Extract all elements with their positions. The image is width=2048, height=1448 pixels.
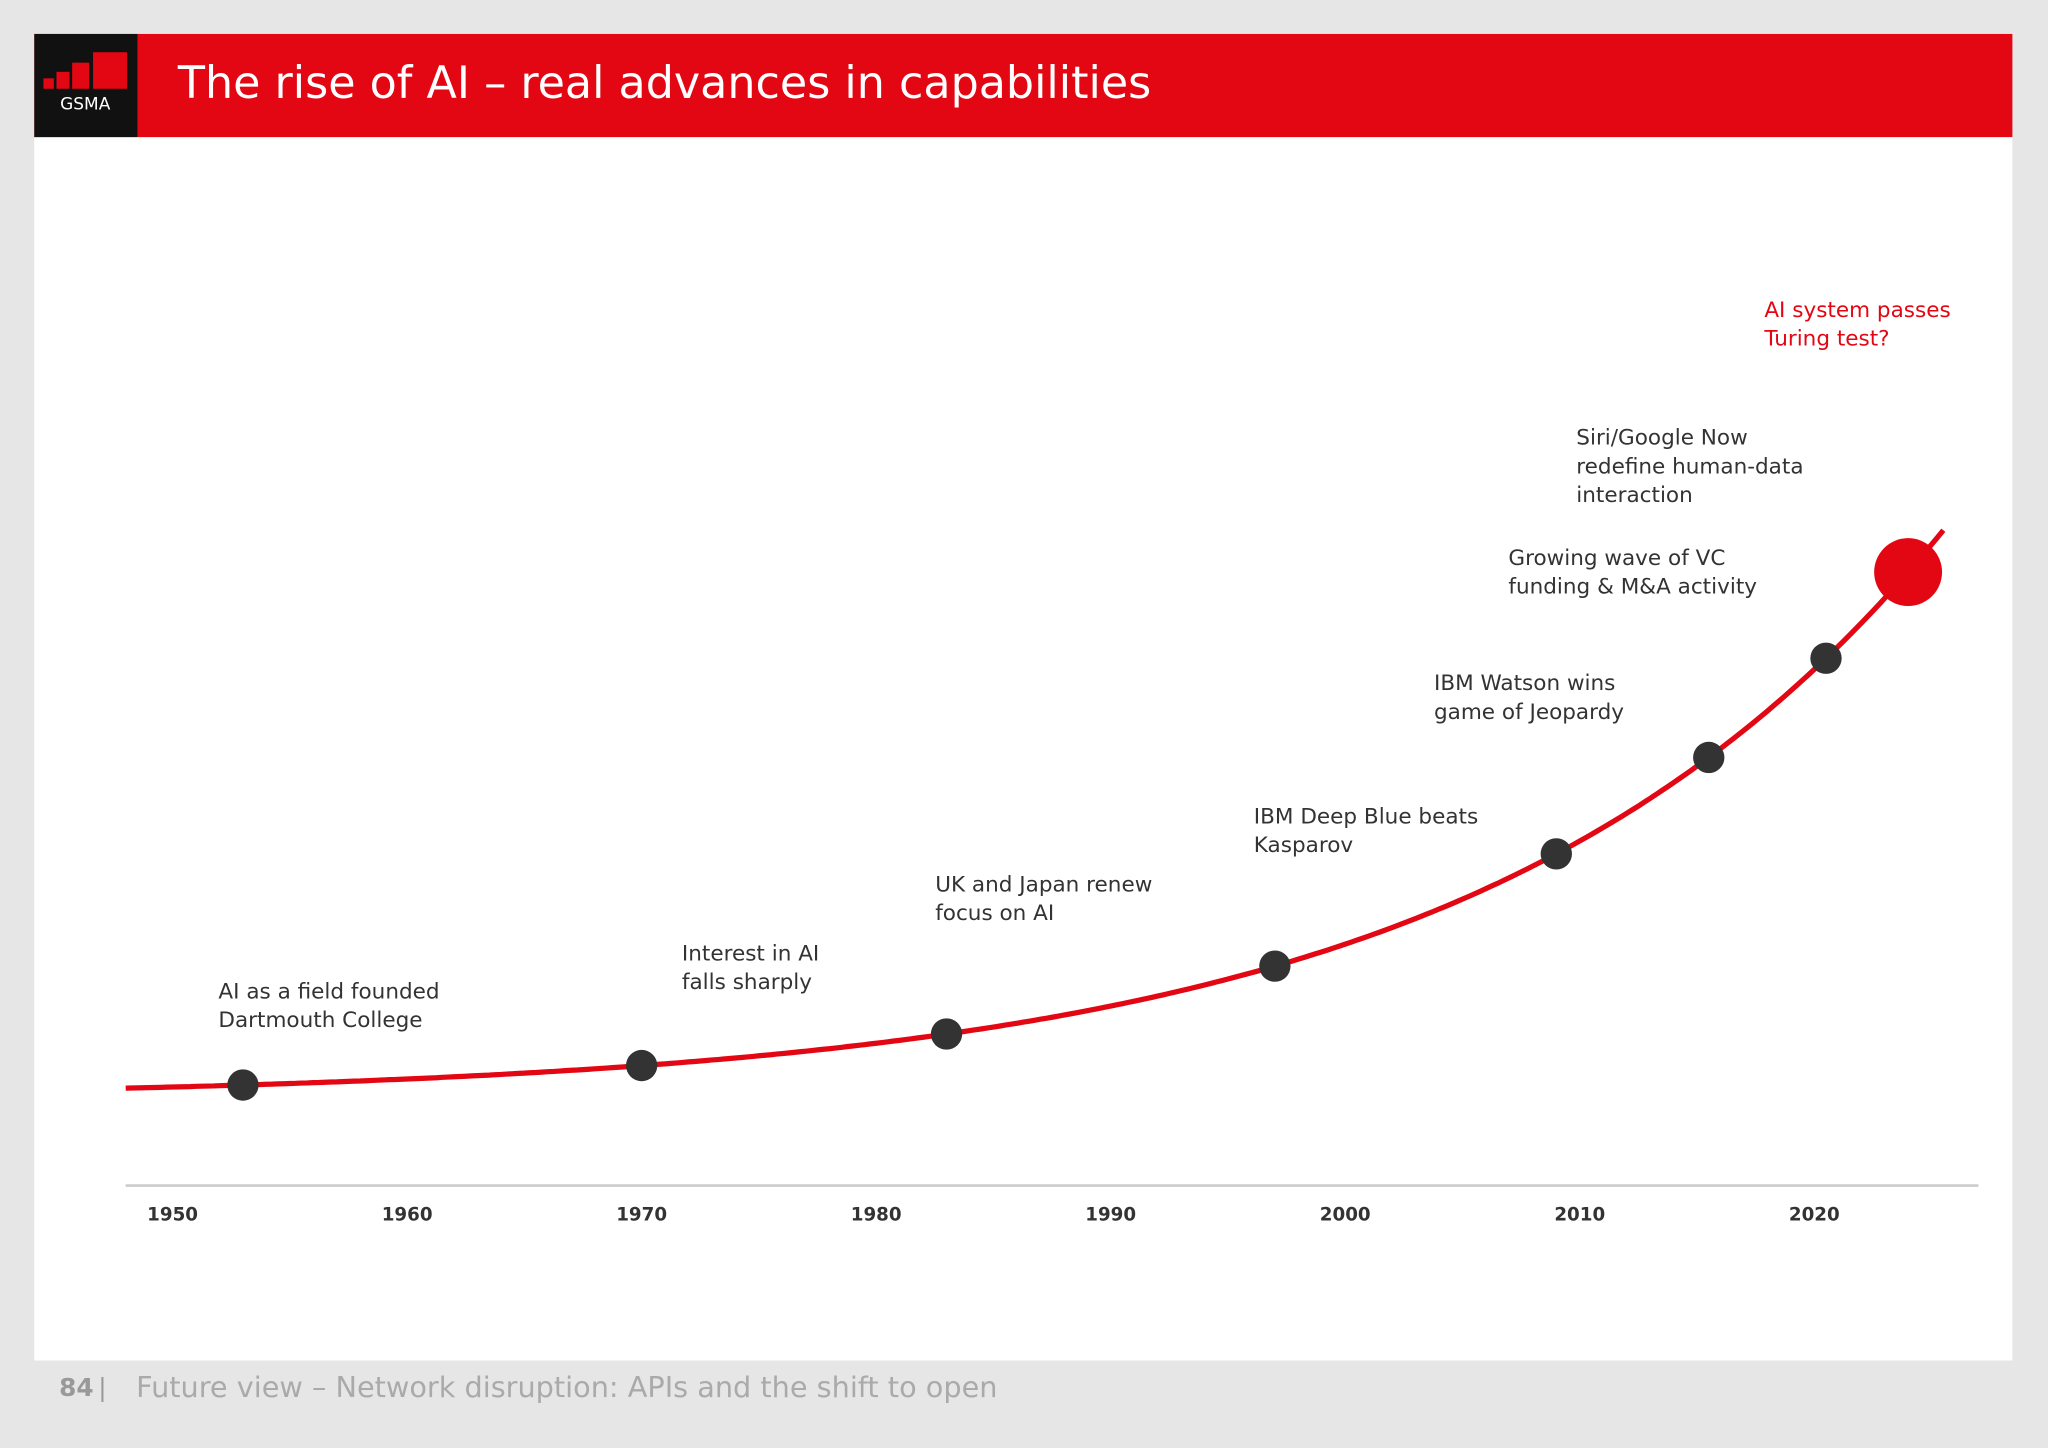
highlight-marker <box>1874 538 1943 607</box>
x-tick-label: 2020 <box>1789 1205 1840 1226</box>
x-tick-label: 2010 <box>1554 1205 1605 1226</box>
milestone-label: IBM Deep Blue beats <box>1254 804 1478 829</box>
milestone-label: Kasparov <box>1254 833 1354 858</box>
milestone-label: Growing wave of VC <box>1508 546 1725 571</box>
x-tick-label: 2000 <box>1320 1205 1371 1226</box>
milestone-marker <box>1693 741 1725 774</box>
milestone-marker <box>1810 642 1842 674</box>
separator: | <box>98 1373 106 1402</box>
milestone-marker <box>1540 838 1572 870</box>
x-tick-label: 1950 <box>147 1205 198 1226</box>
slide-title: The rise of AI – real advances in capabi… <box>177 58 1151 109</box>
milestone-label: UK and Japan renew <box>935 872 1152 897</box>
milestone-label: falls sharply <box>682 970 812 995</box>
x-tick-label: 1970 <box>616 1205 667 1226</box>
logo-bars <box>43 52 127 89</box>
milestone-label: IBM Watson wins <box>1434 671 1615 696</box>
milestone-label: game of Jeopardy <box>1434 700 1624 725</box>
milestone-label: AI system passes <box>1764 298 1950 323</box>
milestone-marker <box>227 1069 259 1101</box>
x-tick-label: 1960 <box>382 1205 433 1226</box>
x-tick-label: 1990 <box>1085 1205 1136 1226</box>
milestone-label: Siri/Google Now <box>1576 426 1747 451</box>
page-number: 84 <box>59 1373 94 1402</box>
milestone-label: AI as a field founded <box>218 979 439 1004</box>
milestone-marker <box>625 1049 658 1082</box>
chart: 1950 1960 1970 1980 1990 2000 2010 2020 AI as a … <box>125 298 1951 1226</box>
footer-text: Future view – Network disruption: APIs a… <box>136 1370 997 1404</box>
milestone-label: funding & M&A activity <box>1508 575 1757 600</box>
milestone-marker <box>1259 950 1291 982</box>
milestone-marker <box>930 1018 963 1050</box>
milestone-label: interaction <box>1576 483 1692 508</box>
milestone-label: Dartmouth College <box>218 1008 422 1033</box>
growth-curve <box>125 528 1946 1091</box>
panel <box>34 33 2013 1361</box>
header-bar <box>34 33 2013 138</box>
milestone-label: redefine human-data <box>1576 454 1803 479</box>
milestone-label: focus on AI <box>935 901 1054 926</box>
logo-text: GSMA <box>60 94 111 114</box>
milestone-label: Interest in AI <box>682 941 819 966</box>
x-tick-label: 1980 <box>851 1205 902 1226</box>
milestone-label: Turing test? <box>1763 326 1889 351</box>
